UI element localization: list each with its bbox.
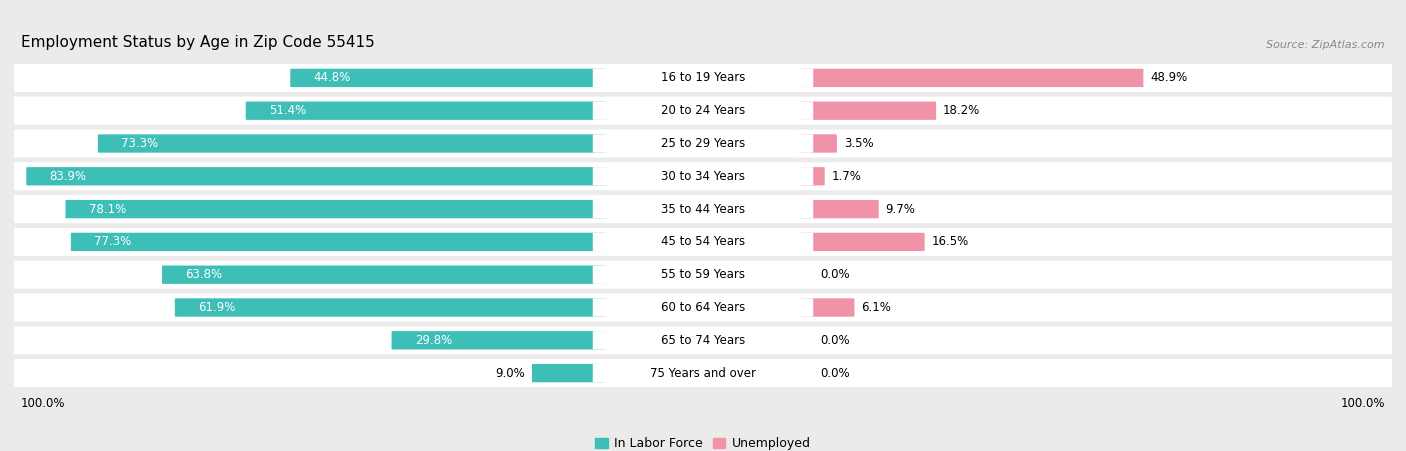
FancyBboxPatch shape [593, 298, 813, 317]
FancyBboxPatch shape [593, 331, 813, 350]
Text: 29.8%: 29.8% [415, 334, 453, 347]
FancyBboxPatch shape [593, 364, 813, 382]
FancyBboxPatch shape [162, 266, 606, 284]
Text: 63.8%: 63.8% [186, 268, 222, 281]
FancyBboxPatch shape [246, 101, 606, 120]
FancyBboxPatch shape [70, 233, 606, 251]
FancyBboxPatch shape [10, 228, 1396, 256]
FancyBboxPatch shape [392, 331, 606, 350]
Text: 20 to 24 Years: 20 to 24 Years [661, 104, 745, 117]
Text: 6.1%: 6.1% [862, 301, 891, 314]
FancyBboxPatch shape [27, 167, 606, 185]
FancyBboxPatch shape [593, 101, 813, 120]
FancyBboxPatch shape [593, 69, 813, 87]
Text: 18.2%: 18.2% [943, 104, 980, 117]
FancyBboxPatch shape [593, 266, 813, 284]
FancyBboxPatch shape [593, 167, 813, 185]
FancyBboxPatch shape [10, 261, 1396, 289]
FancyBboxPatch shape [800, 200, 879, 218]
Text: 3.5%: 3.5% [844, 137, 873, 150]
Text: 65 to 74 Years: 65 to 74 Years [661, 334, 745, 347]
Text: 0.0%: 0.0% [820, 334, 849, 347]
FancyBboxPatch shape [593, 200, 813, 218]
FancyBboxPatch shape [10, 326, 1396, 354]
FancyBboxPatch shape [800, 233, 925, 251]
FancyBboxPatch shape [10, 97, 1396, 125]
Text: Source: ZipAtlas.com: Source: ZipAtlas.com [1267, 40, 1385, 50]
FancyBboxPatch shape [98, 134, 606, 153]
Text: 83.9%: 83.9% [49, 170, 87, 183]
FancyBboxPatch shape [531, 364, 606, 382]
Text: 16 to 19 Years: 16 to 19 Years [661, 71, 745, 84]
Text: 77.3%: 77.3% [94, 235, 132, 249]
Text: 100.0%: 100.0% [21, 397, 66, 410]
FancyBboxPatch shape [290, 69, 606, 87]
Text: 75 Years and over: 75 Years and over [650, 367, 756, 380]
Text: 0.0%: 0.0% [820, 268, 849, 281]
Text: 9.0%: 9.0% [495, 367, 524, 380]
Text: 30 to 34 Years: 30 to 34 Years [661, 170, 745, 183]
FancyBboxPatch shape [10, 129, 1396, 157]
Text: 55 to 59 Years: 55 to 59 Years [661, 268, 745, 281]
FancyBboxPatch shape [593, 134, 813, 153]
Text: 35 to 44 Years: 35 to 44 Years [661, 202, 745, 216]
Text: 78.1%: 78.1% [89, 202, 127, 216]
Text: 16.5%: 16.5% [932, 235, 969, 249]
FancyBboxPatch shape [800, 167, 825, 185]
FancyBboxPatch shape [174, 298, 606, 317]
FancyBboxPatch shape [10, 162, 1396, 190]
Text: 61.9%: 61.9% [198, 301, 236, 314]
Text: 44.8%: 44.8% [314, 71, 352, 84]
FancyBboxPatch shape [10, 64, 1396, 92]
FancyBboxPatch shape [800, 298, 855, 317]
Text: 100.0%: 100.0% [1340, 397, 1385, 410]
FancyBboxPatch shape [66, 200, 606, 218]
Text: Employment Status by Age in Zip Code 55415: Employment Status by Age in Zip Code 554… [21, 35, 375, 50]
Legend: In Labor Force, Unemployed: In Labor Force, Unemployed [595, 437, 811, 450]
FancyBboxPatch shape [10, 195, 1396, 223]
Text: 73.3%: 73.3% [121, 137, 159, 150]
Text: 1.7%: 1.7% [831, 170, 862, 183]
Text: 60 to 64 Years: 60 to 64 Years [661, 301, 745, 314]
Text: 9.7%: 9.7% [886, 202, 915, 216]
FancyBboxPatch shape [10, 294, 1396, 322]
Text: 51.4%: 51.4% [269, 104, 307, 117]
FancyBboxPatch shape [800, 134, 837, 153]
FancyBboxPatch shape [10, 359, 1396, 387]
Text: 25 to 29 Years: 25 to 29 Years [661, 137, 745, 150]
Text: 48.9%: 48.9% [1150, 71, 1188, 84]
Text: 0.0%: 0.0% [820, 367, 849, 380]
FancyBboxPatch shape [800, 69, 1143, 87]
FancyBboxPatch shape [800, 101, 936, 120]
Text: 45 to 54 Years: 45 to 54 Years [661, 235, 745, 249]
FancyBboxPatch shape [593, 233, 813, 251]
